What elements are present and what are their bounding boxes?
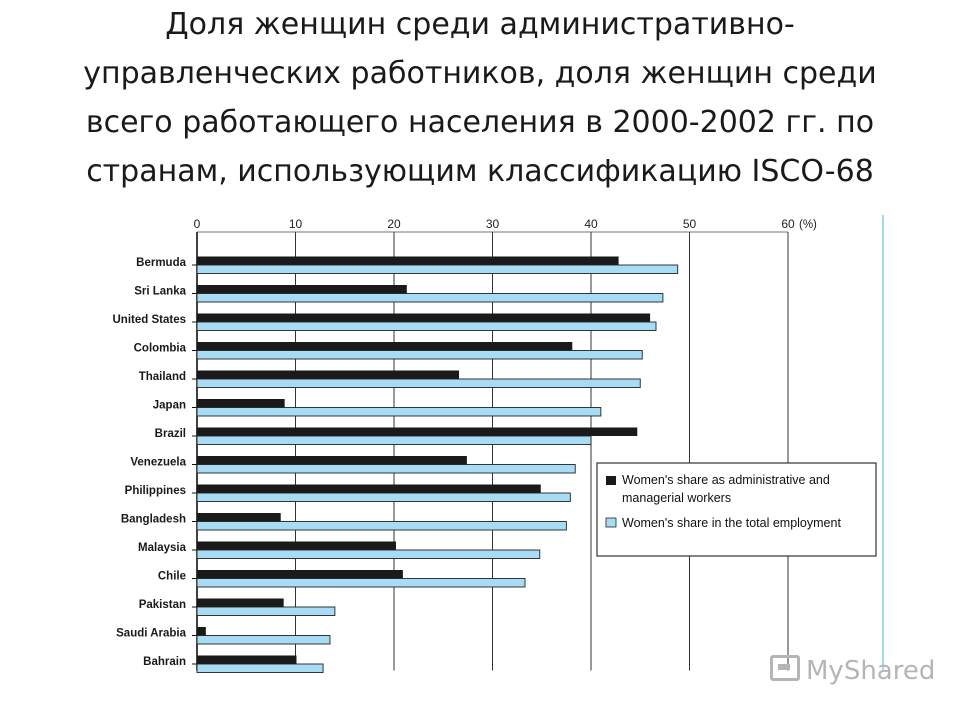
- category-label-12: Pakistan: [139, 599, 186, 611]
- bar-employment-6: [196, 435, 592, 445]
- category-label-10: Malaysia: [138, 542, 187, 554]
- title-line-4: странам, использующим классификацию ISCO…: [86, 154, 874, 189]
- bar-employment-12: [196, 606, 336, 616]
- category-label-2: United States: [113, 314, 187, 326]
- category-label-1: Sri Lanka: [134, 286, 186, 298]
- legend-swatch-series-2: [605, 517, 617, 528]
- bar-employment-11: [196, 578, 526, 588]
- unit-label: (%): [799, 219, 817, 231]
- title-line-2: управленческих работников, доля женщин с…: [83, 56, 877, 91]
- bar-employment-1: [196, 293, 664, 303]
- category-label-14: Bahrain: [143, 656, 186, 668]
- bar-employment-13: [196, 635, 331, 645]
- title-line-3: всего работающего населения в 2000-2002 …: [85, 105, 875, 140]
- bar-admin-0: [197, 256, 619, 265]
- legend-swatch-series-1: [606, 476, 616, 485]
- watermark-logo: MyShared: [770, 655, 935, 686]
- category-label-5: Japan: [153, 400, 186, 412]
- x-tick-label-0: 0: [194, 217, 201, 231]
- bar-admin-7: [197, 456, 467, 465]
- legend-box: [596, 462, 877, 557]
- bar-admin-8: [197, 484, 541, 493]
- bar-employment-2: [196, 321, 657, 331]
- category-label-11: Chile: [158, 571, 186, 583]
- grid-layer: [196, 215, 884, 671]
- bar-admin-14: [197, 655, 297, 664]
- legend: Women's share as administrative and mana…: [596, 462, 877, 557]
- x-tick-label-50: 50: [683, 217, 697, 231]
- bar-employment-5: [196, 407, 602, 417]
- bar-employment-14: [196, 663, 324, 673]
- category-label-8: Philippines: [125, 485, 186, 497]
- bar-admin-3: [197, 342, 573, 351]
- bar-admin-11: [197, 570, 403, 579]
- bar-employment-8: [196, 492, 571, 502]
- x-tick-label-60: 60: [781, 217, 795, 231]
- category-label-3: Colombia: [134, 343, 187, 355]
- bar-employment-9: [196, 521, 567, 531]
- category-label-13: Saudi Arabia: [116, 628, 186, 640]
- bar-admin-2: [197, 313, 651, 322]
- bar-admin-12: [197, 598, 284, 607]
- bar-layer: [196, 256, 679, 673]
- title-line-1: Доля женщин среди административно-: [165, 7, 795, 42]
- bar-admin-4: [197, 370, 460, 379]
- legend-label-series-1a: Women's share as administrative and: [622, 473, 830, 487]
- category-label-4: Thailand: [139, 371, 186, 383]
- tick-layer: 0 10 20 30 40 50 60 (%): [194, 217, 817, 231]
- bar-chart: 0 10 20 30 40 50 60 (%) Bermuda Sri Lanka United …: [113, 215, 884, 673]
- category-label-9: Bangladesh: [121, 514, 186, 526]
- watermark-text: MyShared: [806, 656, 936, 686]
- bar-admin-9: [197, 513, 281, 522]
- x-tick-label-30: 30: [486, 217, 500, 231]
- legend-label-series-1b: managerial workers: [622, 491, 731, 505]
- category-label-0: Bermuda: [136, 257, 186, 269]
- bar-admin-6: [197, 427, 638, 436]
- bar-admin-5: [197, 399, 285, 408]
- chart-title: Доля женщин среди административно- управ…: [0, 0, 960, 196]
- x-tick-label-40: 40: [584, 217, 598, 231]
- x-tick-label-10: 10: [289, 217, 303, 231]
- bar-employment-4: [196, 378, 641, 388]
- x-tick-label-20: 20: [387, 217, 401, 231]
- bar-employment-0: [196, 264, 679, 274]
- category-label-7: Venezuela: [130, 457, 186, 469]
- legend-label-series-2: Women's share in the total employment: [622, 516, 841, 530]
- category-label-6: Brazil: [155, 428, 186, 440]
- bar-admin-10: [197, 541, 396, 550]
- category-layer: Bermuda Sri Lanka United States Colombia Tha…: [113, 257, 197, 668]
- bar-employment-7: [196, 464, 576, 474]
- bar-employment-3: [196, 350, 643, 360]
- bar-employment-10: [196, 549, 541, 559]
- presentation-icon: [770, 655, 800, 681]
- bar-admin-13: [197, 627, 206, 636]
- bar-admin-1: [197, 285, 407, 294]
